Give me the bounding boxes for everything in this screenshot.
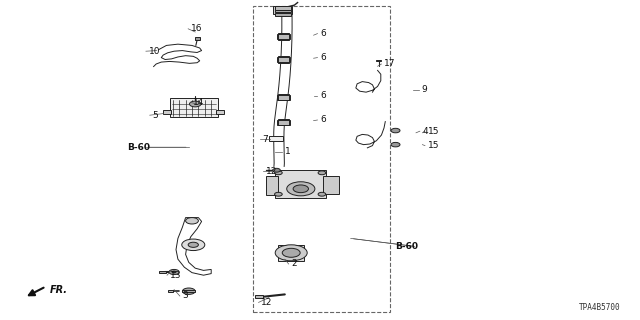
Circle shape xyxy=(391,128,400,133)
Text: 7: 7 xyxy=(262,135,268,144)
Bar xyxy=(277,120,290,125)
Text: 6: 6 xyxy=(320,116,326,124)
Text: 6: 6 xyxy=(320,92,326,100)
Circle shape xyxy=(182,288,195,294)
Bar xyxy=(266,176,278,195)
Bar xyxy=(269,136,283,141)
Text: 13: 13 xyxy=(170,271,181,280)
Bar xyxy=(253,6,390,312)
Circle shape xyxy=(186,218,198,224)
Text: B-60: B-60 xyxy=(127,143,150,152)
Bar xyxy=(277,95,290,100)
Bar xyxy=(195,37,200,40)
Text: 15: 15 xyxy=(428,127,439,136)
Bar xyxy=(182,290,195,292)
Bar xyxy=(278,33,289,40)
Text: 9: 9 xyxy=(421,85,427,94)
Bar xyxy=(163,110,171,114)
Circle shape xyxy=(188,242,198,247)
Bar xyxy=(376,60,381,61)
Circle shape xyxy=(282,248,300,257)
Text: 15: 15 xyxy=(428,141,439,150)
Bar xyxy=(170,98,218,117)
Circle shape xyxy=(318,192,326,196)
Text: 12: 12 xyxy=(261,298,273,307)
Text: 4: 4 xyxy=(422,127,428,136)
Text: 12: 12 xyxy=(266,167,277,176)
Bar xyxy=(255,295,263,298)
Text: 14: 14 xyxy=(193,98,205,107)
Bar xyxy=(275,13,291,16)
Circle shape xyxy=(275,245,307,261)
Bar xyxy=(278,94,289,100)
Bar xyxy=(278,56,289,63)
Text: 17: 17 xyxy=(384,60,396,68)
Bar xyxy=(275,10,291,12)
Circle shape xyxy=(287,182,315,196)
Circle shape xyxy=(172,271,176,273)
Bar xyxy=(275,170,326,198)
Circle shape xyxy=(169,269,179,275)
Text: 3: 3 xyxy=(182,292,188,300)
Bar xyxy=(278,119,289,125)
Bar xyxy=(323,176,339,194)
Bar xyxy=(216,110,224,114)
Circle shape xyxy=(273,168,280,172)
Text: 5: 5 xyxy=(152,111,158,120)
Text: 10: 10 xyxy=(148,47,160,56)
Text: 6: 6 xyxy=(320,29,326,38)
Bar xyxy=(275,6,291,10)
Bar xyxy=(159,271,166,273)
Text: 1: 1 xyxy=(285,148,291,156)
Text: 6: 6 xyxy=(320,53,326,62)
Circle shape xyxy=(391,142,400,147)
Circle shape xyxy=(182,239,205,251)
Circle shape xyxy=(318,171,326,175)
Circle shape xyxy=(189,101,201,107)
Text: B-60: B-60 xyxy=(396,242,419,251)
Text: 2: 2 xyxy=(291,260,297,268)
Circle shape xyxy=(275,171,282,175)
Bar xyxy=(277,57,290,62)
Text: 16: 16 xyxy=(191,24,202,33)
Bar xyxy=(273,6,292,14)
Bar xyxy=(278,245,304,261)
Bar xyxy=(168,290,173,292)
Text: TPA4B5700: TPA4B5700 xyxy=(579,303,621,312)
Circle shape xyxy=(275,192,282,196)
Bar xyxy=(277,34,290,39)
Circle shape xyxy=(293,185,308,193)
Text: FR.: FR. xyxy=(50,284,68,295)
